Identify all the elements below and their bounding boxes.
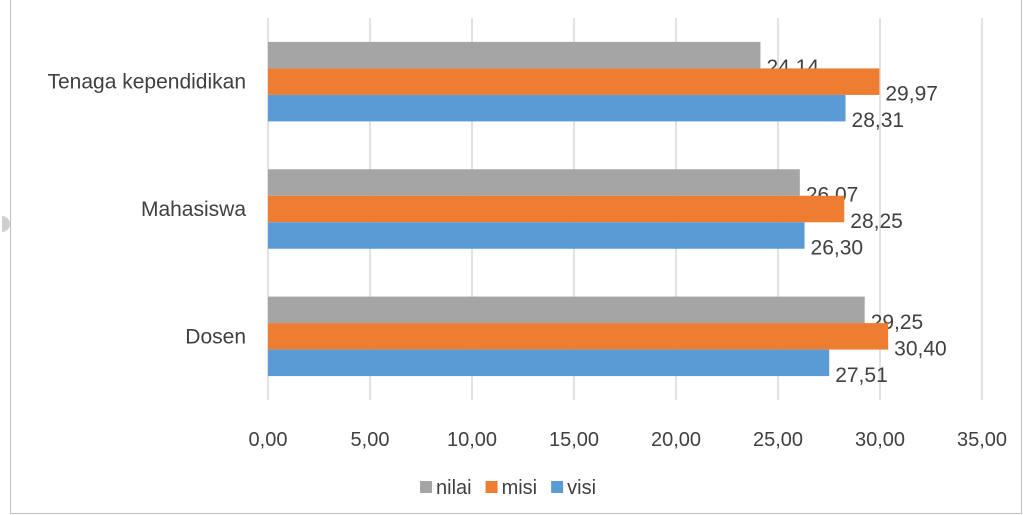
- bar-nilai: [268, 169, 800, 196]
- bar-nilai: [268, 41, 761, 69]
- legend-label-misi: misi: [502, 477, 538, 499]
- bar-misi: [268, 323, 889, 350]
- chart-frame: [10, 0, 1022, 514]
- category-label: Tenaga kependidikan: [48, 71, 247, 94]
- x-tick-label: 25,00: [753, 429, 803, 451]
- data-label-visi: 27,51: [835, 364, 888, 387]
- legend-swatch-visi: [551, 481, 564, 493]
- x-tick-label: 0,00: [249, 429, 288, 451]
- bar-nilai: [268, 296, 865, 324]
- data-label-visi: 28,31: [852, 109, 905, 132]
- x-tick-label: 20,00: [651, 429, 701, 451]
- resize-handle[interactable]: [2, 216, 10, 232]
- x-tick-label: 30,00: [855, 429, 905, 451]
- data-label-visi: 26,30: [811, 237, 864, 260]
- data-label-misi: 28,25: [850, 210, 903, 233]
- category-label: Dosen: [185, 325, 246, 348]
- bar-misi: [268, 195, 845, 223]
- x-tick-label: 35,00: [957, 429, 1007, 451]
- x-tick-label: 15,00: [549, 429, 599, 451]
- bar-visi: [268, 222, 805, 249]
- legend-swatch-misi: [485, 481, 498, 493]
- data-label-misi: 29,97: [885, 83, 938, 106]
- data-label-misi: 30,40: [894, 337, 947, 360]
- bar-misi: [268, 68, 880, 95]
- x-tick-label: 10,00: [447, 429, 497, 451]
- bar-visi: [268, 94, 846, 122]
- x-tick-label: 5,00: [351, 429, 390, 451]
- legend-label-visi: visi: [567, 477, 596, 499]
- legend-swatch-nilai: [420, 481, 432, 493]
- category-label: Mahasiswa: [141, 198, 246, 221]
- bar-visi: [268, 349, 830, 377]
- legend-label-nilai: nilai: [436, 477, 472, 499]
